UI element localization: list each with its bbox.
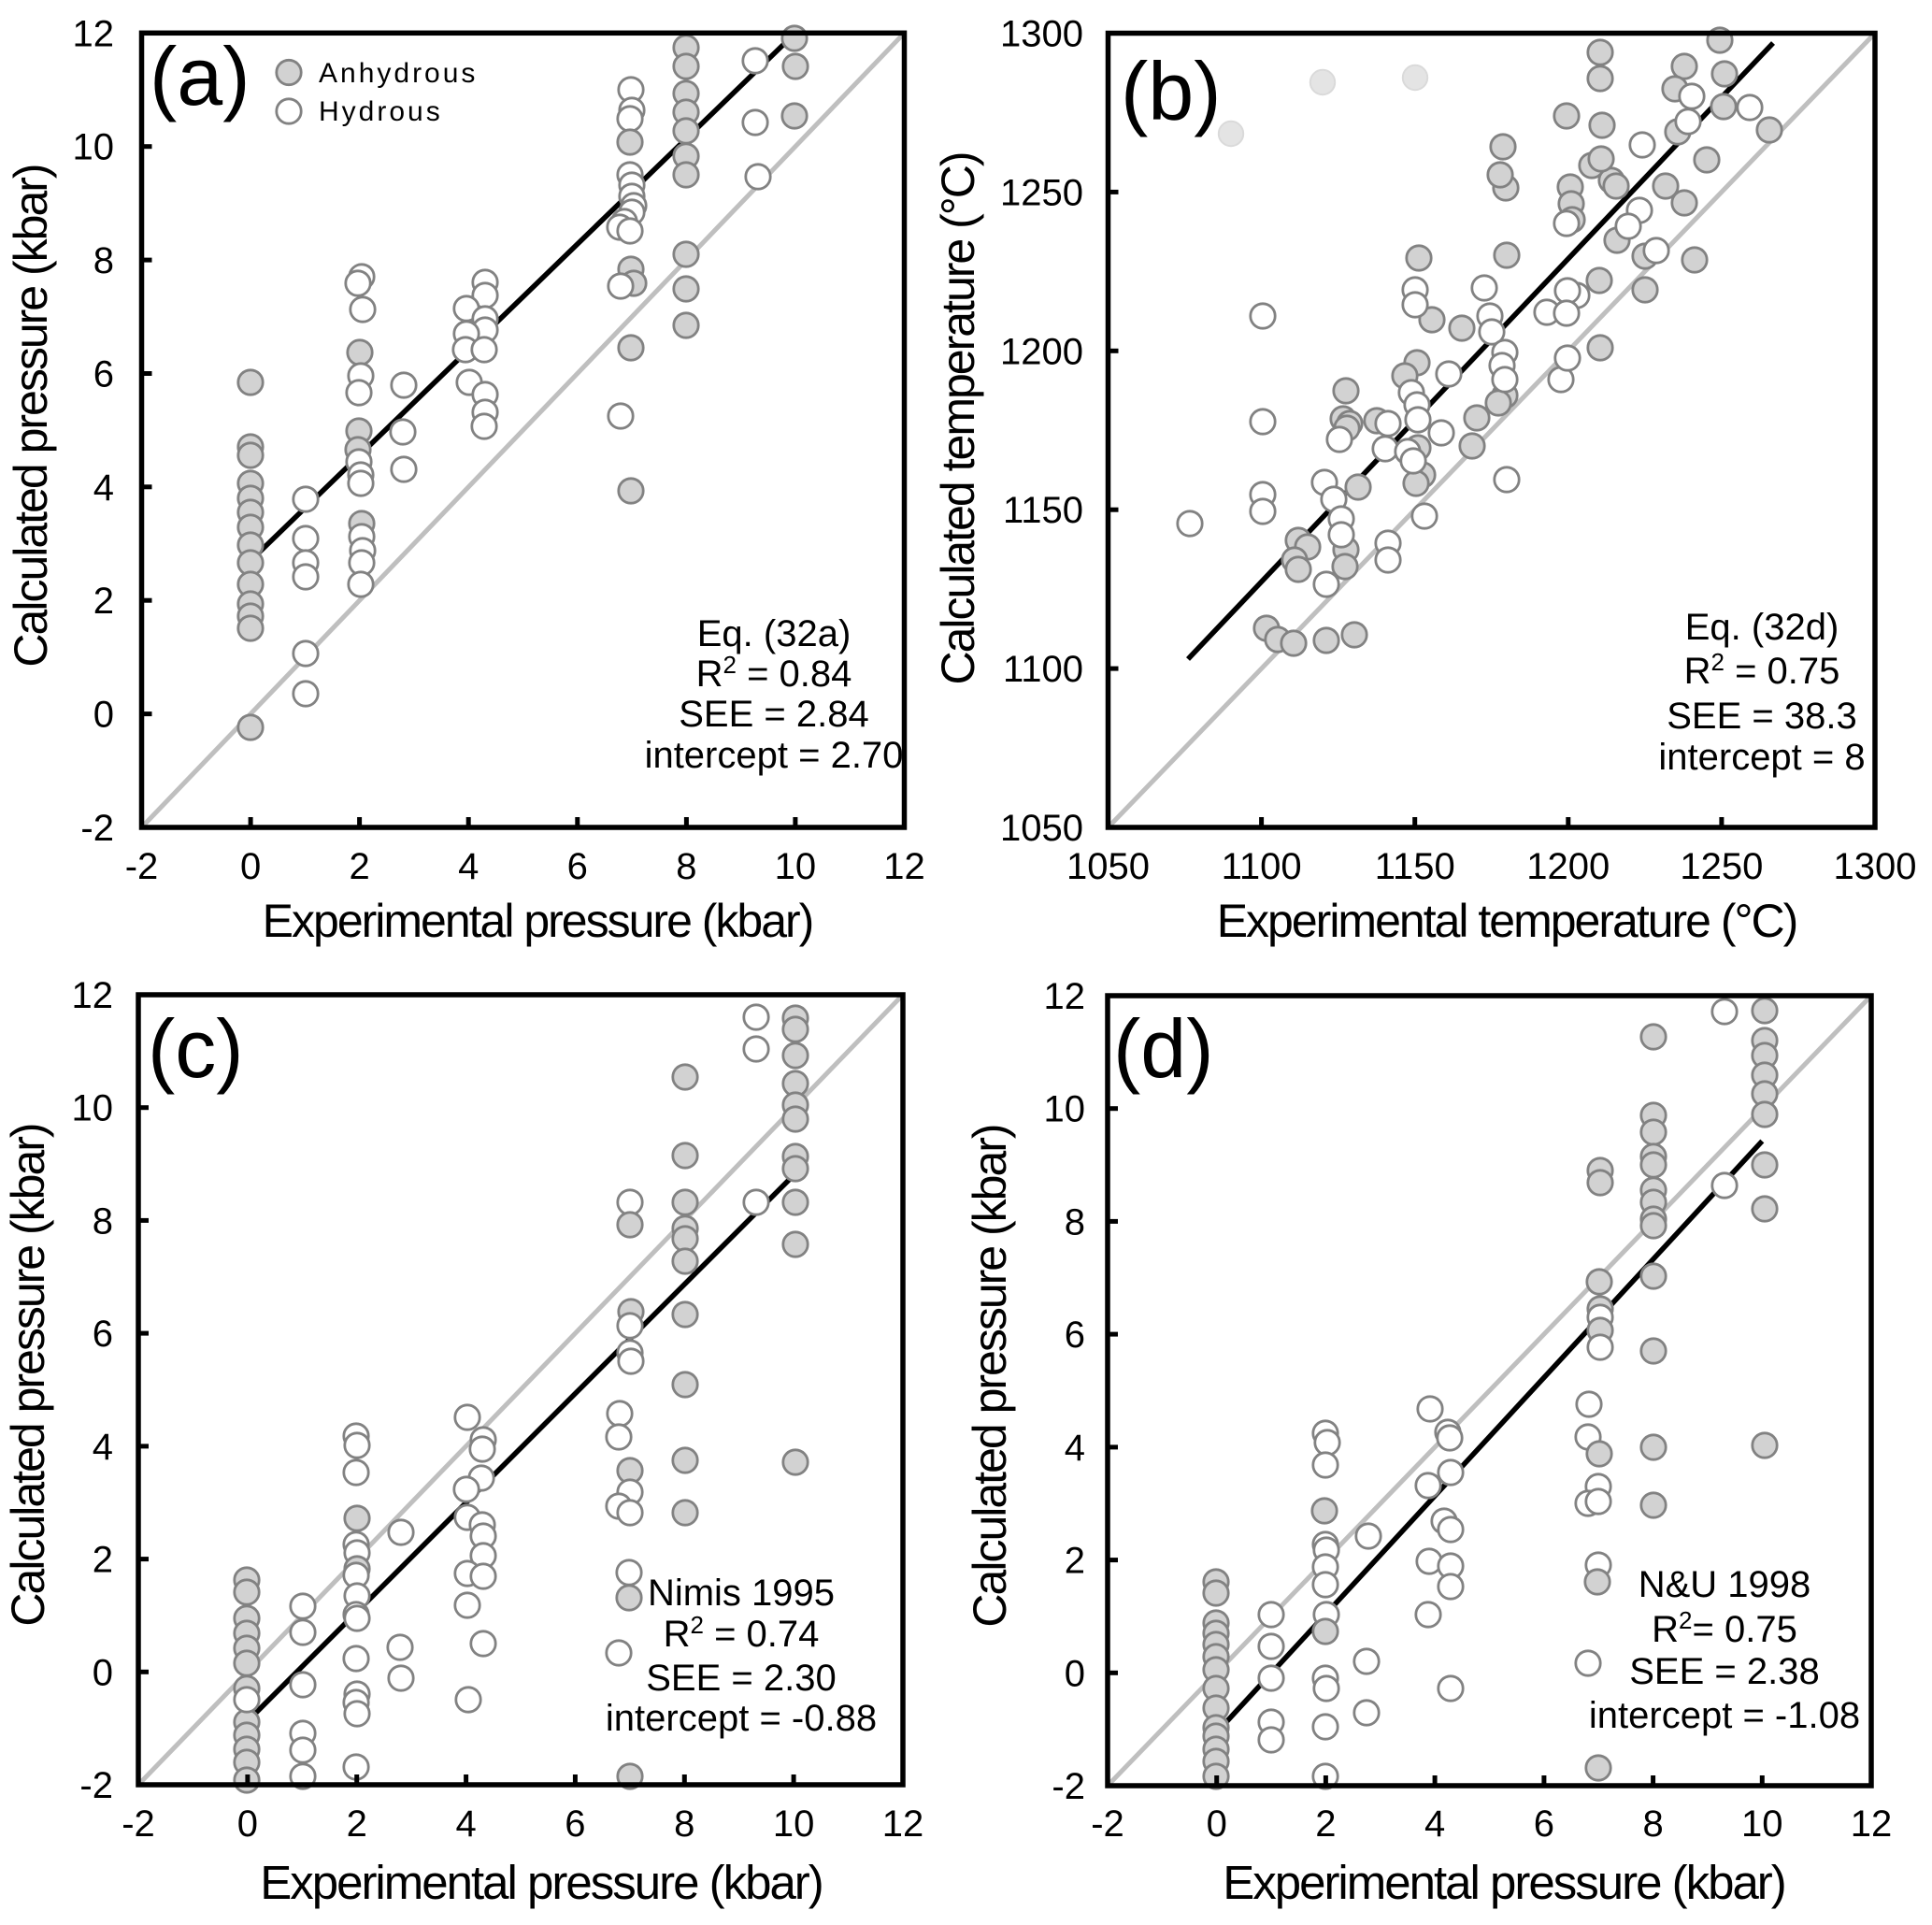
svg-text:2: 2 [93, 1540, 113, 1581]
svg-text:6: 6 [93, 1314, 113, 1355]
svg-text:12: 12 [882, 1803, 924, 1845]
svg-text:1300: 1300 [1000, 14, 1083, 55]
svg-text:8: 8 [676, 846, 696, 887]
svg-text:Calculated pressure (kbar): Calculated pressure (kbar) [2, 1124, 54, 1626]
svg-text:-2: -2 [1091, 1803, 1124, 1845]
svg-text:1200: 1200 [1526, 846, 1610, 887]
svg-text:1050: 1050 [1000, 808, 1083, 849]
svg-text:intercept = -0.88: intercept = -0.88 [606, 1698, 877, 1739]
svg-text:8: 8 [1065, 1201, 1085, 1243]
svg-text:8: 8 [674, 1803, 694, 1845]
svg-text:6: 6 [1065, 1314, 1085, 1356]
svg-text:0: 0 [93, 695, 114, 736]
svg-text:8: 8 [1642, 1803, 1663, 1845]
svg-text:10: 10 [1044, 1089, 1086, 1130]
svg-text:1100: 1100 [1222, 846, 1302, 887]
svg-text:2: 2 [1065, 1541, 1085, 1582]
svg-text:1250: 1250 [1000, 172, 1083, 213]
svg-text:SEE = 38.3: SEE = 38.3 [1667, 696, 1856, 737]
svg-text:1150: 1150 [1003, 490, 1083, 531]
svg-text:SEE = 2.30: SEE = 2.30 [646, 1658, 836, 1699]
svg-text:R2 = 0.75: R2 = 0.75 [1684, 648, 1840, 692]
svg-text:-2: -2 [79, 1765, 113, 1806]
svg-text:Calculated pressure (kbar): Calculated pressure (kbar) [964, 1125, 1016, 1627]
svg-text:1200: 1200 [1000, 331, 1083, 372]
svg-text:(c): (c) [148, 1002, 244, 1095]
svg-text:0: 0 [237, 1803, 258, 1845]
svg-text:0: 0 [240, 846, 261, 887]
svg-text:R2 = 0.84: R2 = 0.84 [696, 651, 852, 695]
svg-text:12: 12 [72, 975, 114, 1016]
svg-text:10: 10 [775, 846, 817, 887]
svg-text:(d): (d) [1113, 1002, 1214, 1095]
svg-text:12: 12 [883, 846, 925, 887]
svg-text:6: 6 [1534, 1803, 1554, 1845]
svg-text:intercept = -1.08: intercept = -1.08 [1589, 1695, 1860, 1736]
svg-text:4: 4 [93, 1427, 113, 1468]
svg-text:6: 6 [93, 354, 114, 395]
svg-text:6: 6 [565, 1803, 585, 1845]
svg-text:SEE = 2.38: SEE = 2.38 [1629, 1651, 1819, 1692]
svg-text:Experimental temperature (°C): Experimental temperature (°C) [1217, 895, 1797, 947]
svg-text:-2: -2 [80, 808, 114, 849]
svg-text:(a): (a) [150, 30, 250, 122]
svg-text:Experimental pressure (kbar): Experimental pressure (kbar) [263, 895, 813, 947]
svg-text:-2: -2 [122, 1803, 155, 1845]
svg-text:-2: -2 [125, 846, 159, 887]
svg-text:intercept = 2.70: intercept = 2.70 [645, 735, 904, 776]
svg-text:6: 6 [567, 846, 588, 887]
svg-text:2: 2 [347, 1803, 367, 1845]
svg-text:1250: 1250 [1680, 846, 1763, 887]
svg-text:10: 10 [73, 127, 115, 168]
svg-text:0: 0 [1065, 1653, 1085, 1694]
svg-text:8: 8 [93, 240, 114, 281]
svg-text:Experimental pressure (kbar): Experimental pressure (kbar) [1223, 1856, 1785, 1909]
svg-text:(b): (b) [1121, 45, 1222, 137]
svg-text:2: 2 [349, 846, 369, 887]
svg-text:4: 4 [455, 1803, 476, 1845]
svg-text:8: 8 [93, 1200, 113, 1242]
svg-text:4: 4 [1065, 1428, 1085, 1469]
svg-text:12: 12 [1044, 976, 1086, 1017]
svg-text:Experimental pressure (kbar): Experimental pressure (kbar) [260, 1856, 823, 1909]
svg-text:Nimis 1995: Nimis 1995 [648, 1573, 835, 1614]
svg-text:4: 4 [458, 846, 479, 887]
svg-text:1150: 1150 [1375, 846, 1455, 887]
svg-text:1050: 1050 [1066, 846, 1150, 887]
svg-text:Eq. (32d): Eq. (32d) [1685, 607, 1839, 648]
svg-text:1300: 1300 [1834, 846, 1917, 887]
svg-text:2: 2 [1315, 1803, 1336, 1845]
svg-text:12: 12 [1851, 1803, 1893, 1845]
svg-text:1100: 1100 [1003, 649, 1083, 690]
svg-text:Calculated temperature (°C): Calculated temperature (°C) [932, 152, 984, 684]
svg-text:SEE = 2.84: SEE = 2.84 [679, 694, 868, 735]
svg-text:0: 0 [1207, 1803, 1227, 1845]
svg-text:12: 12 [73, 13, 115, 54]
svg-text:R2= 0.75: R2= 0.75 [1652, 1606, 1797, 1650]
svg-text:4: 4 [93, 467, 114, 509]
svg-text:10: 10 [72, 1088, 114, 1129]
svg-text:-2: -2 [1052, 1766, 1085, 1807]
svg-text:10: 10 [773, 1803, 815, 1845]
svg-text:R2 = 0.74: R2 = 0.74 [664, 1611, 820, 1655]
svg-text:4: 4 [1424, 1803, 1445, 1845]
svg-text:N&U 1998: N&U 1998 [1639, 1564, 1811, 1605]
svg-text:Calculated pressure (kbar): Calculated pressure (kbar) [5, 165, 57, 667]
svg-text:0: 0 [93, 1652, 113, 1693]
svg-text:2: 2 [93, 581, 114, 622]
svg-text:10: 10 [1741, 1803, 1783, 1845]
svg-text:Hydrous: Hydrous [319, 96, 443, 127]
svg-text:Anhydrous: Anhydrous [319, 58, 478, 89]
svg-text:intercept = 8: intercept = 8 [1658, 737, 1865, 778]
svg-text:Eq. (32a): Eq. (32a) [697, 613, 852, 654]
